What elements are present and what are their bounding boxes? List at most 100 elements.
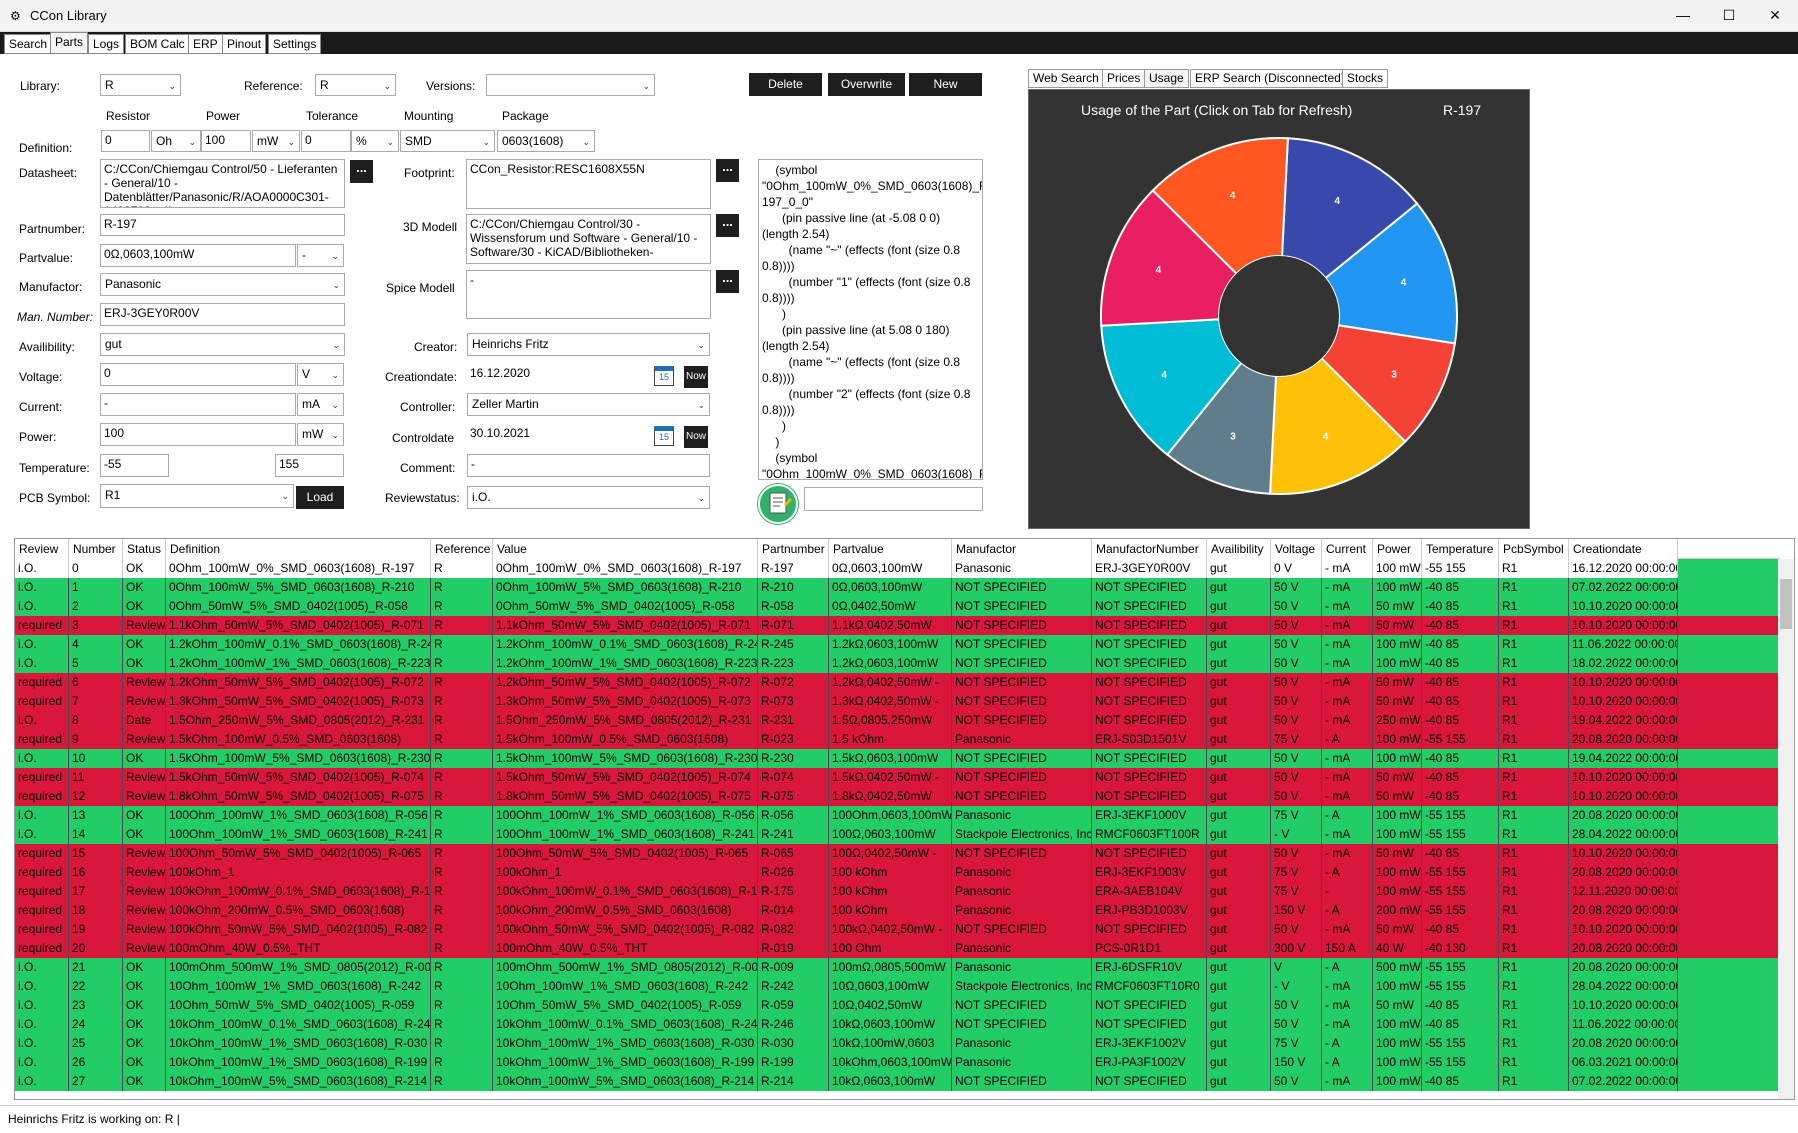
- table-row[interactable]: i.O. 14 OK 100Ohm_100mW_1%_SMD_0603(1608)_R…: [15, 825, 1780, 844]
- package-select[interactable]: 0603(1608) ⌄: [497, 130, 595, 152]
- library-select[interactable]: R ⌄: [100, 74, 181, 96]
- partnumber-input[interactable]: R-197: [100, 214, 345, 236]
- datasheet-path-input[interactable]: C:/CCon/Chiemgau Control/50 - Lieferante…: [100, 159, 345, 208]
- power-input[interactable]: 100: [100, 423, 296, 446]
- tab-prices[interactable]: Prices: [1102, 69, 1146, 88]
- table-row[interactable]: i.O. 8 Date 1.5Ohm_250mW_5%_SMD_0805(2012)_…: [15, 711, 1780, 730]
- tab-search[interactable]: Search: [4, 34, 53, 54]
- column-header[interactable]: Creationdate: [1569, 539, 1678, 559]
- versions-select[interactable]: ⌄: [486, 74, 655, 96]
- edit-note-icon[interactable]: [758, 484, 798, 524]
- current-unit-select[interactable]: mA ⌄: [297, 393, 344, 416]
- tab-pinout[interactable]: Pinout: [222, 34, 267, 54]
- footprint-browse-button[interactable]: ...: [716, 159, 739, 182]
- table-row[interactable]: i.O. 22 OK 10Ohm_100mW_1%_SMD_0603(1608)_R-…: [15, 977, 1780, 996]
- calendar-icon[interactable]: 15: [654, 426, 674, 446]
- tab-settings[interactable]: Settings: [268, 34, 322, 54]
- voltage-unit-select[interactable]: V ⌄: [297, 363, 344, 386]
- table-row[interactable]: required 12 Review 1.8kOhm_50mW_5%_SMD_0402…: [15, 787, 1780, 806]
- table-row[interactable]: i.O. 10 OK 1.5kOhm_100mW_5%_SMD_0603(1608)_…: [15, 749, 1780, 768]
- table-row[interactable]: required 17 Review 100kOhm_100mW_0.1%_SMD_0…: [15, 882, 1780, 901]
- table-row[interactable]: required 18 Review 100kOhm_200mW_0.5%_SMD_0…: [15, 901, 1780, 920]
- delete-button[interactable]: Delete: [749, 73, 822, 96]
- controldate-input[interactable]: 30.10.2021: [467, 424, 676, 446]
- 3d-model-browse-button[interactable]: ...: [716, 214, 739, 237]
- controldate-now-button[interactable]: Now: [684, 426, 708, 448]
- comment-input[interactable]: -: [467, 454, 710, 477]
- vertical-scrollbar[interactable]: [1778, 559, 1794, 1099]
- creationdate-now-button[interactable]: Now: [684, 366, 708, 388]
- table-row[interactable]: required 11 Review 1.5kOhm_50mW_5%_SMD_0402…: [15, 768, 1780, 787]
- tab-web-search[interactable]: Web Search: [1028, 69, 1104, 88]
- table-row[interactable]: required 6 Review 1.2kOhm_50mW_5%_SMD_0402(…: [15, 673, 1780, 692]
- table-row[interactable]: i.O. 2 OK 0Ohm_50mW_5%_SMD_0402(1005)_R-058…: [15, 597, 1780, 616]
- pcb-symbol-select[interactable]: R1 ⌄: [100, 484, 294, 508]
- table-row[interactable]: i.O. 5 OK 1.2kOhm_100mW_1%_SMD_0603(1608)_R…: [15, 654, 1780, 673]
- column-header[interactable]: Number: [69, 539, 123, 559]
- column-header[interactable]: Voltage: [1271, 539, 1322, 559]
- column-header[interactable]: Definition: [166, 539, 431, 559]
- column-header[interactable]: Availibility: [1207, 539, 1271, 559]
- creator-select[interactable]: Heinrichs Fritz ⌄: [467, 333, 710, 356]
- footprint-input[interactable]: CCon_Resistor:RESC1608X55N: [466, 159, 711, 209]
- table-row[interactable]: i.O. 4 OK 1.2kOhm_100mW_0.1%_SMD_0603(1608)…: [15, 635, 1780, 654]
- table-row[interactable]: required 15 Review 100Ohm_50mW_5%_SMD_0402(…: [15, 844, 1780, 863]
- table-row[interactable]: i.O. 1 OK 0Ohm_100mW_5%_SMD_0603(1608)_R-21…: [15, 578, 1780, 597]
- tab-erp-search[interactable]: ERP Search (Disconnected): [1190, 69, 1350, 88]
- table-row[interactable]: i.O. 23 OK 10Ohm_50mW_5%_SMD_0402(1005)_R-0…: [15, 996, 1780, 1015]
- spice-browse-button[interactable]: ...: [716, 270, 739, 293]
- voltage-input[interactable]: 0: [100, 363, 296, 386]
- table-row[interactable]: required 9 Review 1.5kOhm_100mW_0.5%_SMD_06…: [15, 730, 1780, 749]
- column-header[interactable]: Partnumber: [758, 539, 829, 559]
- tolerance-value-input[interactable]: 0: [301, 130, 351, 152]
- table-row[interactable]: i.O. 21 OK 100mOhm_500mW_1%_SMD_0805(2012)_…: [15, 958, 1780, 977]
- column-header[interactable]: Value: [493, 539, 758, 559]
- partvalue-extra-select[interactable]: - ⌄: [297, 244, 344, 267]
- table-row[interactable]: i.O. 26 OK 10kOhm_100mW_1%_SMD_0603(1608)_R…: [15, 1053, 1780, 1072]
- column-header[interactable]: Partvalue: [829, 539, 952, 559]
- minimize-button[interactable]: —: [1676, 7, 1690, 23]
- table-row[interactable]: required 7 Review 1.3kOhm_50mW_5%_SMD_0402(…: [15, 692, 1780, 711]
- tab-bom-calc[interactable]: BOM Calc: [125, 34, 190, 54]
- power-unit-select[interactable]: mW ⌄: [252, 130, 300, 152]
- current-input[interactable]: -: [100, 393, 296, 416]
- power-unit2-select[interactable]: mW ⌄: [297, 423, 344, 446]
- symbol-code-editor[interactable]: (symbol "0Ohm_100mW_0%_SMD_0603(1608)_R-…: [758, 159, 983, 480]
- tab-logs[interactable]: Logs: [88, 34, 125, 54]
- table-row[interactable]: i.O. 0 OK 0Ohm_100mW_0%_SMD_0603(1608)_R-19…: [15, 559, 1780, 578]
- table-row[interactable]: i.O. 27 OK 10kOhm_100mW_5%_SMD_0603(1608)_R…: [15, 1072, 1780, 1091]
- column-header[interactable]: Review: [15, 539, 69, 559]
- symbol-search-input[interactable]: [804, 487, 983, 511]
- column-header[interactable]: Temperature: [1422, 539, 1499, 559]
- power-value-input[interactable]: 100: [201, 130, 251, 152]
- column-header[interactable]: Reference: [431, 539, 493, 559]
- reviewstatus-select[interactable]: i.O. ⌄: [467, 486, 710, 509]
- temperature-min-input[interactable]: -55: [100, 454, 169, 477]
- availibility-select[interactable]: gut ⌄: [100, 333, 345, 356]
- column-header[interactable]: Current: [1322, 539, 1373, 559]
- table-row[interactable]: required 3 Review 1.1kOhm_50mW_5%_SMD_0402(…: [15, 616, 1780, 635]
- tab-parts[interactable]: Parts: [50, 32, 89, 54]
- 3d-model-input[interactable]: C:/CCon/Chiemgau Control/30 - Wissensfor…: [466, 214, 711, 264]
- table-row[interactable]: required 20 Review 100mOhm_40W_0.5%_THT R 100…: [15, 939, 1780, 958]
- column-header[interactable]: PcbSymbol: [1499, 539, 1569, 559]
- close-button[interactable]: ✕: [1769, 7, 1781, 23]
- maximize-button[interactable]: ☐: [1722, 7, 1736, 23]
- mounting-select[interactable]: SMD ⌄: [400, 130, 495, 152]
- datasheet-browse-button[interactable]: ...: [350, 160, 373, 183]
- tolerance-unit-select[interactable]: % ⌄: [351, 130, 399, 152]
- column-header[interactable]: Status: [123, 539, 166, 559]
- tab-stocks[interactable]: Stocks: [1342, 69, 1389, 88]
- new-button[interactable]: New: [909, 73, 982, 96]
- overwrite-button[interactable]: Overwrite: [828, 73, 905, 96]
- tab-erp[interactable]: ERP: [188, 34, 223, 54]
- manufactor-select[interactable]: Panasonic ⌄: [100, 273, 345, 296]
- creationdate-input[interactable]: 16.12.2020: [467, 364, 676, 386]
- controller-select[interactable]: Zeller Martin ⌄: [467, 393, 710, 416]
- scrollbar-thumb[interactable]: [1780, 579, 1792, 629]
- column-header[interactable]: Manufactor: [952, 539, 1092, 559]
- calendar-icon[interactable]: 15: [654, 366, 674, 386]
- table-row[interactable]: required 19 Review 100kOhm_50mW_5%_SMD_0402…: [15, 920, 1780, 939]
- table-row[interactable]: i.O. 24 OK 10kOhm_100mW_0.1%_SMD_0603(1608)…: [15, 1015, 1780, 1034]
- table-row[interactable]: required 16 Review 100kOhm_1 R 100kOhm_1 R-026…: [15, 863, 1780, 882]
